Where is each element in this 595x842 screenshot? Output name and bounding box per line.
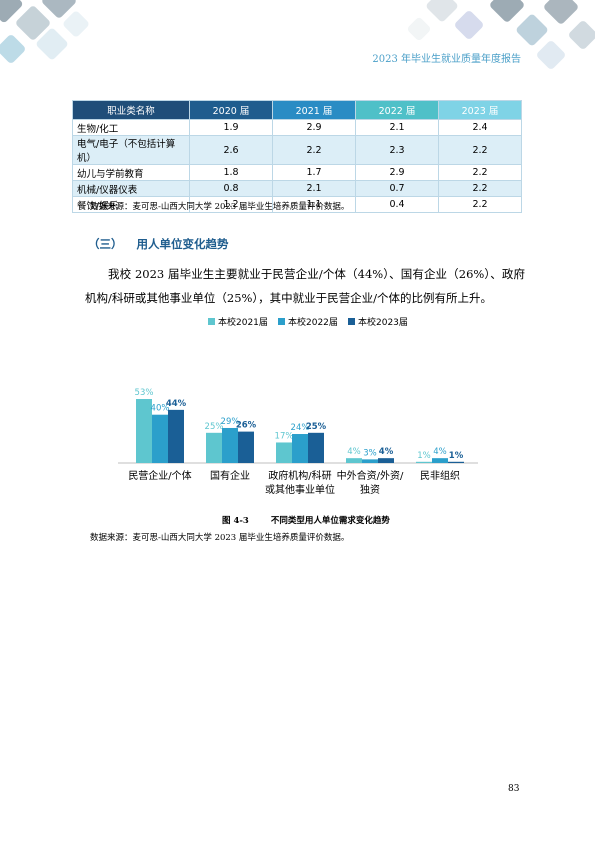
table-cell: 1.1 bbox=[272, 196, 356, 213]
x-tick-label-line: 民营企业/个体 bbox=[128, 469, 191, 482]
page-number: 83 bbox=[508, 784, 520, 794]
bar bbox=[448, 461, 464, 463]
bar bbox=[206, 432, 222, 463]
section-heading: （三） 用人单位变化趋势 bbox=[88, 236, 229, 252]
x-tick-label-line: 政府机构/科研 bbox=[268, 469, 331, 482]
legend-label: 本校2022届 bbox=[288, 316, 338, 328]
bar bbox=[222, 427, 238, 463]
data-label: 44% bbox=[166, 399, 187, 409]
x-tick-label: 民非组织 bbox=[420, 469, 460, 482]
bar bbox=[362, 459, 378, 463]
bar bbox=[168, 409, 184, 463]
data-label: 4% bbox=[347, 447, 361, 457]
table-cell: 生物/化工 bbox=[72, 119, 190, 136]
figure-caption: 图 4-3 不同类型用人单位需求变化趋势 bbox=[222, 514, 390, 526]
table-cell: 2.2 bbox=[438, 135, 522, 165]
table-cell: 2.2 bbox=[438, 180, 522, 197]
bar bbox=[238, 431, 254, 463]
section-label: （三） bbox=[88, 237, 123, 251]
table-cell: 1.9 bbox=[189, 119, 273, 136]
x-tick-label-line: 国有企业 bbox=[210, 469, 250, 482]
data-label: 53% bbox=[135, 388, 154, 398]
legend-swatch bbox=[348, 318, 355, 325]
table-cell: 2.1 bbox=[272, 180, 356, 197]
table-cell: 0.8 bbox=[189, 180, 273, 197]
bar bbox=[378, 458, 394, 463]
legend-label: 本校2023届 bbox=[358, 316, 408, 328]
table-row: 幼儿与学前教育 1.8 1.7 2.9 2.2 bbox=[72, 164, 522, 181]
data-label: 26% bbox=[236, 421, 257, 431]
table-row: 餐饮/娱乐 1.2 1.1 0.4 2.2 bbox=[72, 196, 522, 213]
table-cell: 1.8 bbox=[189, 164, 273, 181]
data-label: 3% bbox=[363, 448, 377, 458]
bar bbox=[276, 442, 292, 463]
x-tick-label-line: 或其他事业单位 bbox=[265, 483, 335, 496]
table-cell: 2.2 bbox=[438, 164, 522, 181]
bar bbox=[346, 458, 362, 463]
table-cell: 幼儿与学前教育 bbox=[72, 164, 190, 181]
data-table: 职业类名称 2020 届 2021 届 2022 届 2023 届生物/化工 1.9 2.9… bbox=[72, 100, 522, 213]
legend-swatch bbox=[208, 318, 215, 325]
table-row: 生物/化工 1.9 2.9 2.1 2.4 bbox=[72, 119, 522, 136]
table-cell: 2.2 bbox=[272, 135, 356, 165]
data-label: 29% bbox=[221, 417, 240, 427]
table-cell: 2.2 bbox=[438, 196, 522, 213]
bar bbox=[432, 458, 448, 463]
data-label: 24% bbox=[291, 423, 310, 433]
table-cell: 电气/电子（不包括计算机） bbox=[72, 135, 190, 165]
data-label: 4% bbox=[379, 447, 394, 457]
x-tick-label-line: 民非组织 bbox=[420, 469, 460, 482]
column-header: 2021 届 bbox=[272, 100, 356, 120]
bar bbox=[292, 434, 308, 463]
column-header: 2023 届 bbox=[438, 100, 522, 120]
table-row: 机械/仪器仪表 0.8 2.1 0.7 2.2 bbox=[72, 180, 522, 197]
column-header: 2022 届 bbox=[355, 100, 439, 120]
data-label: 17% bbox=[275, 431, 294, 441]
data-label: 25% bbox=[306, 422, 327, 432]
data-label: 4% bbox=[433, 447, 447, 457]
bar bbox=[152, 414, 168, 463]
column-header: 职业类名称 bbox=[72, 100, 190, 120]
table-row: 电气/电子（不包括计算机） 2.6 2.2 2.3 2.2 bbox=[72, 135, 522, 165]
body-paragraph: 我校 2023 届毕业生主要就业于民营企业/个体（44%）、国有企业（26%）、… bbox=[85, 267, 525, 305]
table-cell: 2.1 bbox=[355, 119, 439, 136]
x-tick-label: 国有企业 bbox=[210, 469, 250, 482]
data-label: 1% bbox=[449, 451, 464, 461]
bar bbox=[308, 432, 324, 463]
caption-title: 不同类型用人单位需求变化趋势 bbox=[270, 516, 390, 526]
column-header: 2020 届 bbox=[189, 100, 273, 120]
table-cell: 机械/仪器仪表 bbox=[72, 180, 190, 197]
data-label: 40% bbox=[151, 404, 170, 414]
data-label: 1% bbox=[417, 451, 431, 461]
table-cell: 2.9 bbox=[355, 164, 439, 181]
table-cell: 0.4 bbox=[355, 196, 439, 213]
table-cell: 2.9 bbox=[272, 119, 356, 136]
bar bbox=[136, 399, 152, 463]
table-cell: 2.6 bbox=[189, 135, 273, 165]
table-cell: 2.3 bbox=[355, 135, 439, 165]
x-tick-label: 政府机构/科研或其他事业单位 bbox=[265, 469, 335, 496]
table-source: 数据来源：麦可思-山西大同大学 2023 届毕业生培养质量评价数据。 bbox=[90, 202, 350, 212]
bar bbox=[416, 461, 432, 463]
x-tick-label: 中外合资/外资/独资 bbox=[337, 469, 404, 496]
chart-source: 数据来源：麦可思-山西大同大学 2023 届毕业生培养质量评价数据。 bbox=[90, 533, 350, 543]
legend-swatch bbox=[278, 318, 285, 325]
table-cell: 2.4 bbox=[438, 119, 522, 136]
table-cell: 1.7 bbox=[272, 164, 356, 181]
caption-label: 图 4-3 bbox=[222, 516, 249, 526]
x-tick-label: 民营企业/个体 bbox=[128, 469, 191, 482]
table-cell: 0.7 bbox=[355, 180, 439, 197]
running-header: 2023 年毕业生就业质量年度报告 bbox=[372, 54, 521, 65]
decoration bbox=[0, 0, 595, 69]
section-title: 用人单位变化趋势 bbox=[136, 237, 229, 251]
data-label: 25% bbox=[205, 422, 224, 432]
legend-label: 本校2021届 bbox=[218, 316, 268, 328]
x-tick-label-line: 独资 bbox=[360, 483, 380, 496]
x-tick-label-line: 中外合资/外资/ bbox=[337, 469, 404, 482]
